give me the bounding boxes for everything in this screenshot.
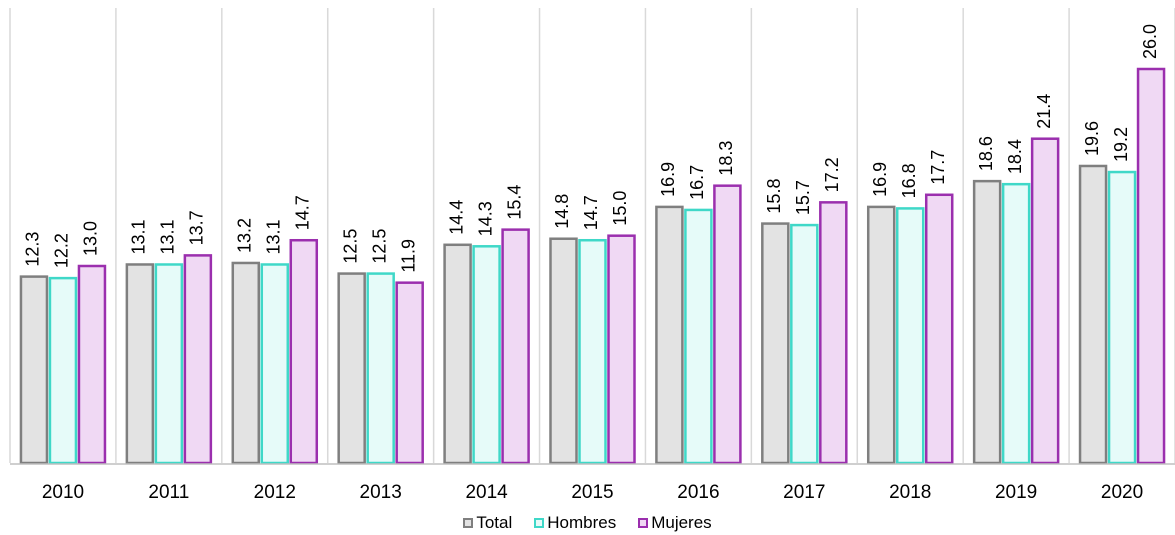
bar-mujeres-2015	[607, 234, 636, 465]
bar-mujeres-2010	[77, 264, 107, 465]
data-label-mujeres-2015: 15.0	[610, 191, 630, 226]
legend-swatch-mujeres	[638, 518, 649, 528]
data-label-total-2019: 18.6	[976, 136, 996, 171]
bar-mujeres-2020	[1136, 67, 1166, 465]
data-label-total-2012: 13.2	[235, 218, 255, 253]
data-label-mujeres-2020: 26.0	[1140, 24, 1160, 59]
data-label-total-2018: 16.9	[870, 162, 890, 197]
data-label-total-2014: 14.4	[446, 200, 466, 235]
bar-mujeres-2018	[924, 193, 954, 465]
legend-swatch-hombres	[534, 518, 545, 528]
bar-mujeres-2011	[183, 254, 213, 465]
data-label-mujeres-2016: 18.3	[716, 141, 736, 176]
bar-hombres-2016	[684, 208, 713, 465]
bar-total-2020	[1078, 164, 1108, 465]
data-label-hombres-2016: 16.7	[687, 165, 707, 200]
bar-mujeres-2013	[395, 281, 424, 465]
bar-total-2011	[125, 263, 155, 465]
x-tick-label: 2011	[148, 482, 189, 503]
bar-total-2019	[972, 179, 1002, 465]
x-tick-label: 2020	[1101, 482, 1143, 503]
x-tick-label: 2017	[783, 482, 825, 503]
data-label-hombres-2013: 12.5	[369, 229, 389, 264]
data-label-mujeres-2012: 14.7	[293, 195, 313, 230]
data-label-total-2010: 12.3	[23, 232, 43, 267]
bar-hombres-2014	[472, 245, 501, 465]
data-label-mujeres-2018: 17.7	[928, 150, 948, 185]
data-label-hombres-2019: 18.4	[1005, 139, 1025, 174]
bar-total-2018	[866, 205, 896, 465]
data-label-hombres-2012: 13.1	[264, 219, 284, 254]
data-label-mujeres-2013: 11.9	[398, 239, 418, 273]
bar-mujeres-2012	[289, 238, 319, 465]
x-tick-label: 2012	[254, 482, 296, 503]
bar-hombres-2020	[1107, 170, 1137, 465]
legend-item-mujeres: Mujeres	[638, 513, 712, 533]
data-label-hombres-2017: 15.7	[793, 180, 813, 215]
x-tick-label: 2013	[360, 482, 402, 503]
bar-chart: 12.3 12.2 13.0 2010 13.1 13.1 13.7 2011 13.2 13.1…	[9, 8, 1175, 503]
bar-hombres-2013	[366, 272, 395, 465]
legend-swatch-total	[463, 518, 474, 528]
bar-mujeres-2019	[1030, 137, 1060, 465]
bar-total-2010	[19, 275, 49, 465]
x-tick-label: 2016	[677, 482, 719, 503]
bar-total-2014	[443, 243, 472, 465]
legend-item-hombres: Hombres	[534, 513, 616, 533]
legend: Total Hombres Mujeres	[0, 513, 1175, 533]
x-tick-label: 2010	[42, 482, 84, 503]
bar-hombres-2018	[895, 207, 925, 465]
data-label-total-2020: 19.6	[1082, 121, 1102, 156]
data-label-total-2017: 15.8	[764, 179, 784, 214]
bar-hombres-2011	[154, 263, 184, 465]
data-label-total-2016: 16.9	[658, 162, 678, 197]
data-label-mujeres-2014: 15.4	[504, 185, 524, 220]
bar-total-2013	[337, 272, 366, 465]
data-label-mujeres-2019: 21.4	[1034, 94, 1054, 129]
x-tick-label: 2019	[995, 482, 1037, 503]
bar-total-2016	[655, 205, 684, 465]
x-tick-label: 2015	[571, 482, 613, 503]
bar-total-2017	[761, 222, 790, 465]
bar-total-2015	[549, 237, 578, 465]
bar-hombres-2019	[1001, 182, 1031, 465]
data-label-total-2013: 12.5	[340, 229, 360, 264]
data-label-hombres-2011: 13.1	[158, 219, 178, 254]
x-tick-label: 2014	[465, 482, 508, 503]
data-label-hombres-2014: 14.3	[475, 201, 495, 236]
data-label-total-2011: 13.1	[129, 219, 149, 254]
bar-hombres-2015	[578, 238, 607, 465]
bar-total-2012	[231, 261, 261, 465]
data-label-hombres-2010: 12.2	[52, 233, 72, 268]
legend-label-total: Total	[476, 513, 513, 532]
x-tick-label: 2018	[889, 482, 931, 503]
data-label-mujeres-2017: 17.2	[822, 157, 842, 192]
data-label-mujeres-2011: 13.7	[187, 210, 207, 245]
bar-mujeres-2017	[819, 201, 848, 465]
bar-mujeres-2014	[501, 228, 530, 465]
data-label-hombres-2020: 19.2	[1111, 127, 1131, 162]
data-label-mujeres-2010: 13.0	[81, 221, 101, 256]
bar-hombres-2010	[48, 276, 78, 465]
legend-item-total: Total	[463, 513, 512, 533]
legend-label-hombres: Hombres	[547, 513, 617, 532]
data-label-hombres-2015: 14.7	[581, 195, 601, 230]
bar-mujeres-2016	[713, 184, 742, 465]
bar-hombres-2012	[260, 263, 290, 465]
data-label-total-2015: 14.8	[552, 194, 572, 229]
bar-hombres-2017	[790, 223, 819, 465]
data-label-hombres-2018: 16.8	[899, 163, 919, 198]
legend-label-mujeres: Mujeres	[651, 513, 712, 532]
